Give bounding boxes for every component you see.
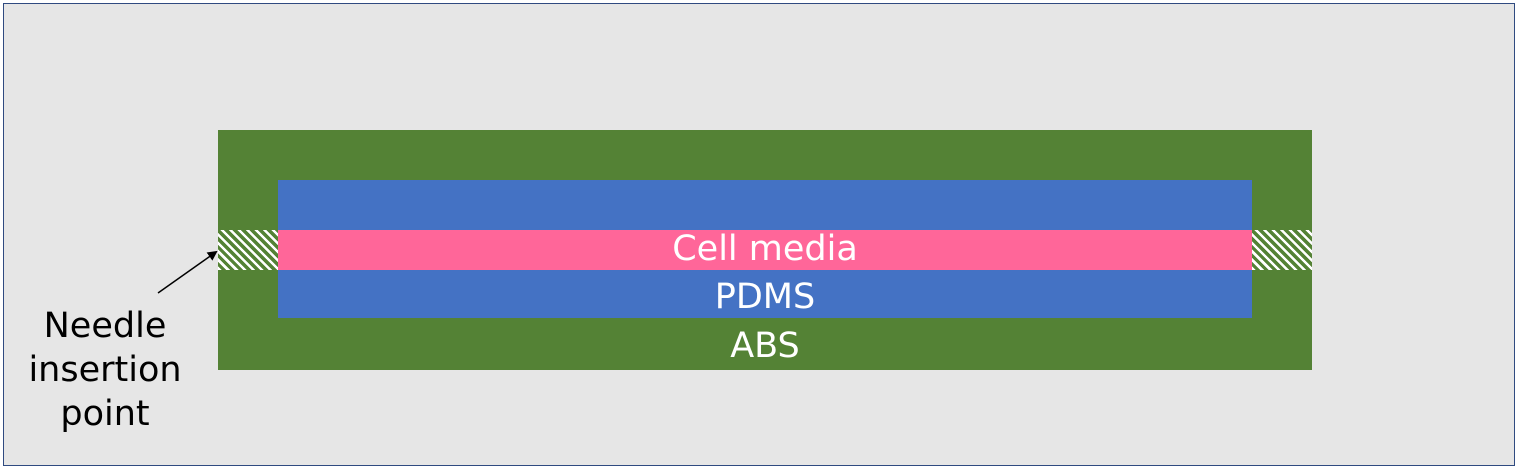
cell-media-label: Cell media	[672, 229, 858, 269]
needle-label-line-3: point	[60, 394, 150, 434]
needle-label-line-1: Needle	[43, 306, 167, 346]
abs-label: ABS	[730, 326, 800, 366]
arrow-line	[157, 250, 218, 294]
needle-insertion-channel-left	[218, 230, 278, 270]
needle-insertion-channel-right	[1252, 230, 1312, 270]
needle-label-line-2: insertion	[28, 350, 182, 390]
needle-insertion-label: Needle insertion point	[10, 304, 200, 436]
cell-media-layer	[278, 230, 1252, 270]
pdms-label: PDMS	[714, 277, 816, 317]
